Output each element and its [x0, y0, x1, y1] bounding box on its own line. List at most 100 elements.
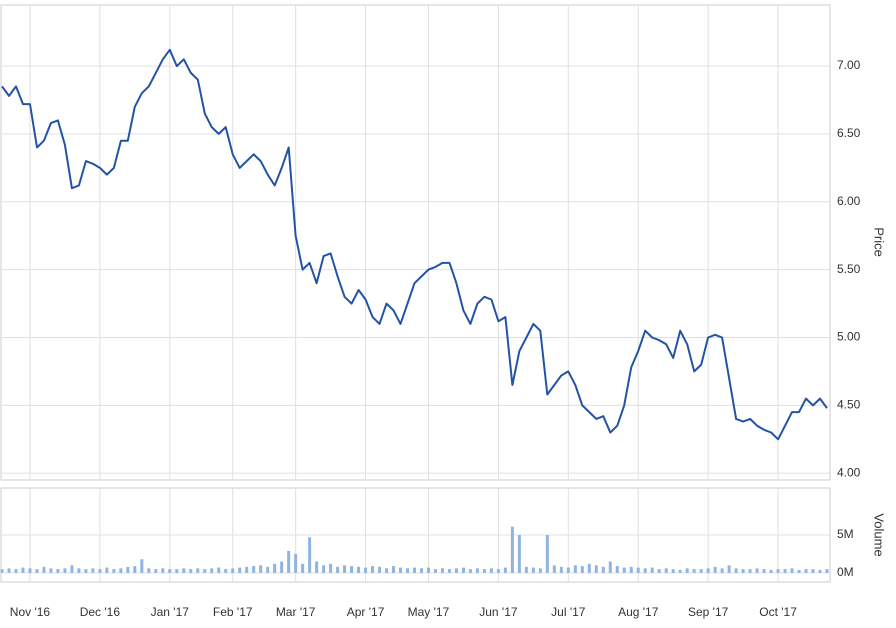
volume-bar — [189, 569, 193, 573]
volume-bar — [49, 568, 53, 573]
y-tick-label: 5M — [837, 527, 854, 541]
volume-bar — [608, 561, 612, 573]
volume-bar — [734, 568, 738, 573]
panel-frame — [0, 4, 831, 481]
volume-bar — [308, 537, 312, 573]
volume-bar — [280, 561, 284, 573]
volume-bar — [175, 569, 179, 573]
volume-bar — [252, 566, 256, 573]
volume-bar — [776, 569, 780, 573]
volume-bar — [35, 569, 39, 573]
volume-bar — [385, 568, 389, 573]
y-tick-label: 7.00 — [837, 58, 861, 72]
volume-bar — [273, 563, 277, 573]
volume-bar — [378, 566, 382, 573]
x-tick-label: Dec '16 — [80, 605, 121, 619]
volume-bar — [699, 569, 703, 573]
x-tick-label: Jul '17 — [551, 605, 586, 619]
volume-bar — [238, 567, 242, 573]
volume-bar — [266, 566, 270, 573]
volume-bar — [433, 569, 437, 573]
volume-bar — [315, 561, 319, 573]
volume-bar — [573, 565, 577, 573]
volume-bar — [657, 569, 661, 573]
volume-bar — [790, 568, 794, 573]
volume-bar — [559, 566, 563, 573]
volume-bar — [468, 569, 472, 573]
volume-bar — [0, 569, 4, 573]
volume-bar — [329, 563, 333, 573]
volume-bar — [643, 568, 647, 573]
volume-bar — [357, 566, 361, 573]
volume-bar — [650, 567, 654, 573]
price-line — [1, 48, 828, 441]
volume-bar — [63, 568, 67, 573]
x-tick-label: Jan '17 — [151, 605, 190, 619]
volume-bar — [203, 569, 207, 573]
volume-bar — [447, 569, 451, 573]
x-tick-label: Sep '17 — [688, 605, 729, 619]
volume-bar — [154, 569, 158, 573]
volume-bar — [517, 535, 521, 573]
price-axis-title: Price — [872, 227, 887, 257]
volume-bar — [503, 567, 507, 573]
y-tick-label: 4.50 — [837, 398, 861, 412]
volume-bar — [811, 569, 815, 573]
volume-bar — [98, 569, 102, 573]
volume-bar — [748, 569, 752, 573]
volume-bar — [545, 535, 549, 573]
volume-bar — [14, 569, 18, 573]
volume-bar — [168, 569, 172, 573]
y-tick-label: 5.00 — [837, 330, 861, 344]
volume-bar — [531, 567, 535, 573]
volume-bar — [587, 563, 591, 573]
x-tick-label: Feb '17 — [213, 605, 253, 619]
volume-bar — [664, 568, 668, 573]
volume-bar — [7, 568, 11, 573]
volume-bar — [294, 553, 298, 573]
volume-bar — [566, 567, 570, 573]
volume-bar — [364, 567, 368, 573]
volume-bar — [371, 566, 375, 573]
volume-bar — [105, 567, 109, 573]
volume-bar — [482, 569, 486, 573]
volume-bar — [350, 566, 354, 573]
volume-bar — [245, 566, 249, 573]
volume-bar — [678, 569, 682, 573]
volume-bar — [70, 565, 74, 573]
volume-bar — [399, 567, 403, 573]
volume-bar — [755, 568, 759, 573]
volume-axis-title: Volume — [872, 513, 887, 556]
volume-bar — [818, 569, 822, 573]
volume-bar — [21, 567, 25, 573]
volume-bar — [28, 568, 32, 573]
volume-bar — [706, 568, 710, 573]
volume-bar — [692, 569, 696, 573]
x-tick-label: Oct '17 — [759, 605, 797, 619]
x-tick-label: Nov '16 — [10, 605, 51, 619]
volume-bar — [336, 566, 340, 573]
x-tick-label: Aug '17 — [618, 605, 659, 619]
volume-bar — [552, 565, 556, 573]
volume-bar — [217, 567, 221, 573]
volume-bar — [797, 569, 801, 573]
volume-bar — [475, 568, 479, 573]
volume-bar — [343, 565, 347, 573]
volume-bar — [231, 568, 235, 573]
volume-bar — [685, 568, 689, 573]
volume-bar — [126, 566, 130, 573]
volume-bar — [580, 566, 584, 573]
volume-bar — [629, 566, 633, 573]
volume-bar — [147, 568, 151, 573]
y-tick-label: 0M — [837, 565, 854, 579]
volume-bar — [91, 568, 95, 573]
volume-bar — [538, 568, 542, 573]
volume-bar — [720, 568, 724, 573]
x-tick-label: Jun '17 — [479, 605, 518, 619]
volume-bar — [510, 526, 514, 573]
volume-bar — [322, 565, 326, 573]
volume-bar — [741, 569, 745, 573]
volume-bar — [727, 565, 731, 573]
volume-bar — [119, 568, 123, 573]
volume-bar — [140, 559, 144, 573]
